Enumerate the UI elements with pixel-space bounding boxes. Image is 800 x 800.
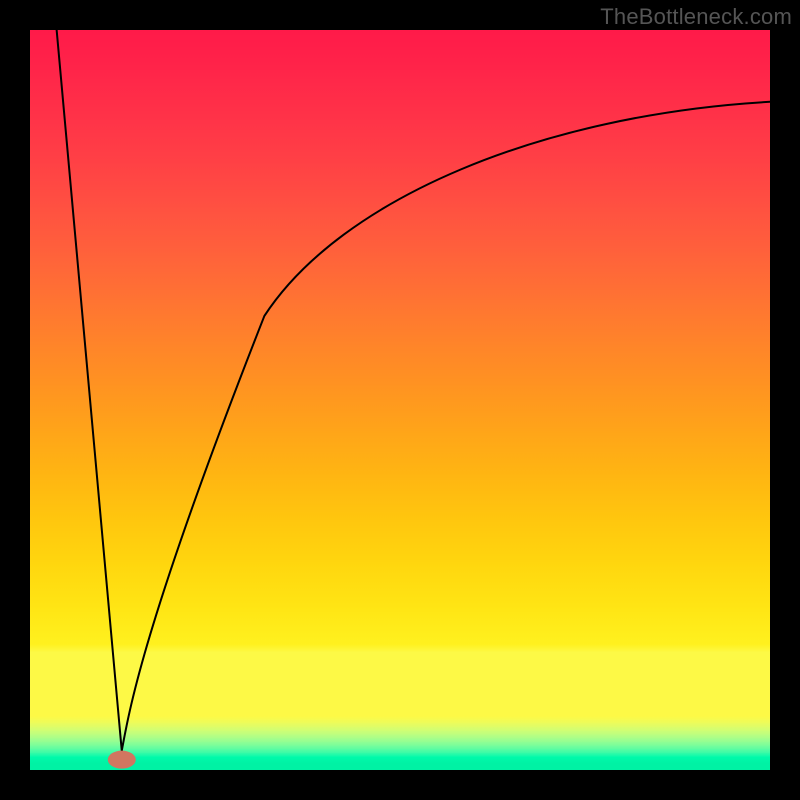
sweet-spot-marker [108,751,136,769]
gradient-background [30,30,770,770]
figure-frame: { "chart": { "attribution": "TheBottlene… [0,0,800,800]
plot-area [30,30,770,770]
plot-svg [30,30,770,770]
attribution-label: TheBottleneck.com [600,4,792,30]
